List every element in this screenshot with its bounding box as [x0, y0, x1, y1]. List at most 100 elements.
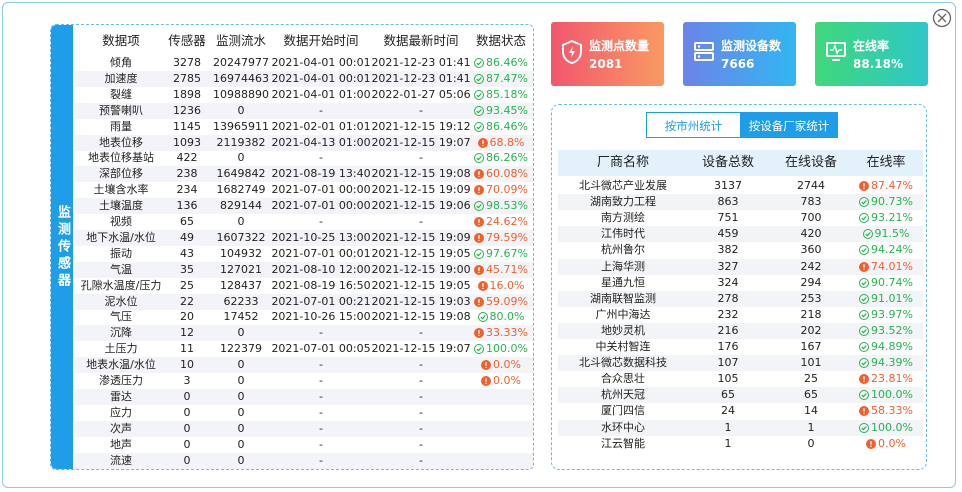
- status: 87.47%: [465, 71, 533, 87]
- table-cell: 北斗微芯产业发展: [579, 179, 667, 192]
- row-bg: [75, 166, 533, 183]
- status: 68.8%: [465, 135, 533, 151]
- status-icon: [859, 197, 870, 208]
- header-bg: [558, 150, 923, 176]
- row-bg: [75, 388, 533, 405]
- table-cell: -: [319, 421, 323, 435]
- status-text: 58.33%: [871, 404, 913, 418]
- table-cell: 12: [180, 326, 194, 340]
- table-cell: 气温: [110, 262, 132, 276]
- row-bg: [558, 194, 923, 211]
- status: 94.24%: [850, 242, 922, 258]
- status: 100.0%: [465, 341, 533, 357]
- table-cell: 22: [180, 294, 194, 308]
- table-cell: 合众思壮: [601, 372, 645, 386]
- table-cell: 北斗微芯数据科技: [579, 356, 667, 370]
- status-text: 0.0%: [493, 358, 521, 372]
- table-cell: 0: [807, 436, 815, 450]
- table-cell: 南方测绘: [601, 211, 645, 225]
- table-cell: 105: [717, 372, 739, 386]
- table-cell: 20: [180, 310, 194, 324]
- card-value: 7666: [721, 57, 755, 71]
- table-cell: 2744: [797, 179, 825, 192]
- status-text: 90.74%: [871, 275, 913, 289]
- status: 91.5%: [850, 226, 922, 242]
- status: 70.09%: [465, 182, 533, 198]
- close-button[interactable]: [932, 8, 952, 28]
- table-cell: 136: [176, 199, 198, 213]
- table-cell: -: [319, 405, 323, 419]
- table-cell: 0: [237, 421, 245, 435]
- table-cell: 2021-07-01 00:00: [271, 199, 371, 213]
- status: 93.97%: [850, 307, 922, 323]
- table-cell: 倾角: [110, 56, 132, 69]
- table-cell: 3278: [173, 56, 201, 69]
- tab[interactable]: 按市州统计: [646, 112, 741, 138]
- status: 58.33%: [850, 403, 922, 419]
- table-cell: 65: [721, 388, 735, 402]
- table-cell: 1093: [173, 135, 201, 149]
- status-icon: [859, 325, 870, 336]
- status-icon: [474, 185, 485, 196]
- table-cell: 1898: [173, 87, 201, 101]
- column-header: 传感器: [168, 33, 206, 48]
- table-cell: 242: [800, 259, 822, 273]
- table-cell: 327: [717, 259, 739, 273]
- status-text: 100.0%: [871, 388, 913, 402]
- table-cell: 渗透压力: [99, 374, 143, 387]
- status-icon: [481, 360, 492, 371]
- icon: [694, 42, 714, 61]
- stat-card: 监测点数量 2081: [551, 22, 664, 86]
- status-text: 93.45%: [486, 103, 528, 117]
- column-header: 数据项: [102, 33, 140, 48]
- status: 100.0%: [850, 387, 922, 403]
- row-bg: [558, 387, 923, 404]
- table-cell: 孔隙水温度/压力: [80, 278, 162, 292]
- table-cell: 0: [183, 437, 191, 451]
- status-text: 0.0%: [878, 436, 906, 450]
- status: 0.0%: [465, 357, 533, 373]
- status-icon: [474, 296, 485, 307]
- table-cell: -: [419, 358, 423, 372]
- status-text: 97.67%: [486, 246, 528, 260]
- table-cell: 104932: [220, 246, 262, 260]
- status-text: 79.59%: [486, 230, 528, 244]
- status-text: 85.18%: [486, 87, 528, 101]
- status: 0.0%: [465, 373, 533, 389]
- row-bg: [75, 293, 533, 310]
- table-cell: 土压力: [104, 342, 138, 356]
- row-bg: [75, 325, 533, 342]
- table-cell: 水环中心: [601, 420, 645, 434]
- status-text: 93.21%: [871, 211, 913, 225]
- row-bg: [558, 258, 923, 275]
- icon: [562, 40, 582, 64]
- status-text: 90.73%: [871, 195, 913, 209]
- table-cell: -: [419, 374, 423, 387]
- status-text: 91.01%: [871, 291, 913, 305]
- status-icon: [859, 374, 870, 385]
- status-icon: [859, 293, 870, 304]
- status-text: 60.08%: [486, 167, 528, 181]
- status-icon: [474, 121, 485, 132]
- status-text: 80.0%: [489, 310, 525, 324]
- table-cell: -: [419, 437, 423, 451]
- status-icon: [474, 232, 485, 243]
- card-label: 监测点数量: [589, 39, 650, 53]
- table-cell: 2021-04-01 00:01: [271, 56, 371, 69]
- table-cell: 视频: [110, 215, 132, 228]
- status-text: 86.46%: [486, 56, 528, 69]
- table-cell: 2021-12-15 19:07: [371, 135, 471, 149]
- tab-active[interactable]: 按设备厂家统计: [740, 112, 838, 138]
- table-cell: 49: [180, 230, 194, 244]
- status-text: 68.8%: [489, 135, 525, 149]
- table-cell: -: [319, 389, 323, 403]
- row-bg: [75, 357, 533, 374]
- table-cell: 2021-07-01 00:05: [271, 342, 371, 356]
- table-cell: 0: [237, 374, 245, 387]
- status-text: 93.52%: [871, 323, 913, 337]
- table-cell: 0: [237, 437, 245, 451]
- row-bg: [558, 355, 923, 372]
- status-text: 24.62%: [486, 215, 528, 228]
- table-cell: 294: [800, 275, 822, 289]
- table-cell: 湖南致力工程: [590, 195, 656, 209]
